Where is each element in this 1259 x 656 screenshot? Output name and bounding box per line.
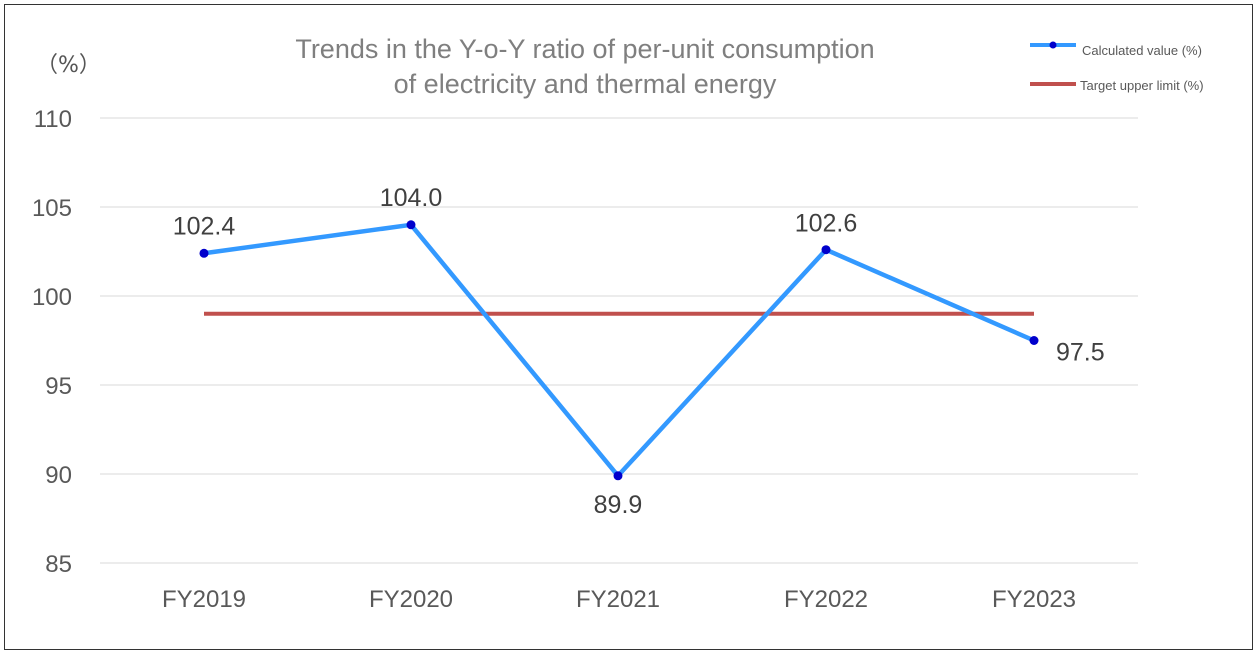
data-point (199, 248, 209, 258)
data-markers (199, 220, 1039, 481)
legend-label-target: Target upper limit (%) (1080, 78, 1204, 93)
y-tick-label: 110 (34, 106, 72, 133)
y-tick-label: 100 (32, 284, 72, 311)
series-lines (203, 222, 1035, 479)
x-tick-label: FY2022 (784, 586, 868, 613)
gridlines (100, 117, 1138, 564)
data-label: 104.0 (380, 184, 443, 212)
y-tick-label: 90 (45, 462, 72, 489)
chart-title: Trends in the Y-o-Y ratio of per-unit co… (295, 34, 874, 99)
data-point (821, 245, 831, 255)
chart-title-line-1: Trends in the Y-o-Y ratio of per-unit co… (295, 34, 874, 64)
data-labels: 102.4 104.0 89.9 102.6 97.5 (173, 184, 1105, 519)
data-label: 89.9 (594, 491, 643, 519)
chart-frame (4, 4, 1253, 650)
legend-marker-calculated (1049, 41, 1057, 49)
x-tick-label: FY2023 (992, 586, 1076, 613)
series-line-calculated-value (203, 222, 1035, 479)
y-axis-ticks: 85 90 95 100 105 110 (32, 106, 72, 578)
data-point (613, 471, 623, 481)
data-label: 102.6 (795, 210, 858, 238)
y-axis-unit-label: （%） (36, 53, 101, 78)
y-tick-label: 95 (45, 373, 72, 400)
data-label: 102.4 (173, 212, 236, 240)
data-point (1029, 336, 1039, 345)
y-tick-label: 105 (32, 195, 72, 222)
legend: Calculated value (%) Target upper limit … (1030, 41, 1204, 93)
x-tick-label: FY2021 (576, 586, 660, 613)
y-tick-label: 85 (45, 551, 72, 578)
legend-label-calculated: Calculated value (%) (1082, 43, 1202, 58)
chart-title-line-2: of electricity and thermal energy (394, 69, 777, 99)
x-tick-label: FY2019 (162, 586, 246, 613)
x-tick-label: FY2020 (369, 586, 453, 613)
x-axis-ticks: FY2019 FY2020 FY2021 FY2022 FY2023 (162, 586, 1076, 613)
data-point (406, 220, 416, 230)
data-label: 97.5 (1056, 339, 1105, 367)
